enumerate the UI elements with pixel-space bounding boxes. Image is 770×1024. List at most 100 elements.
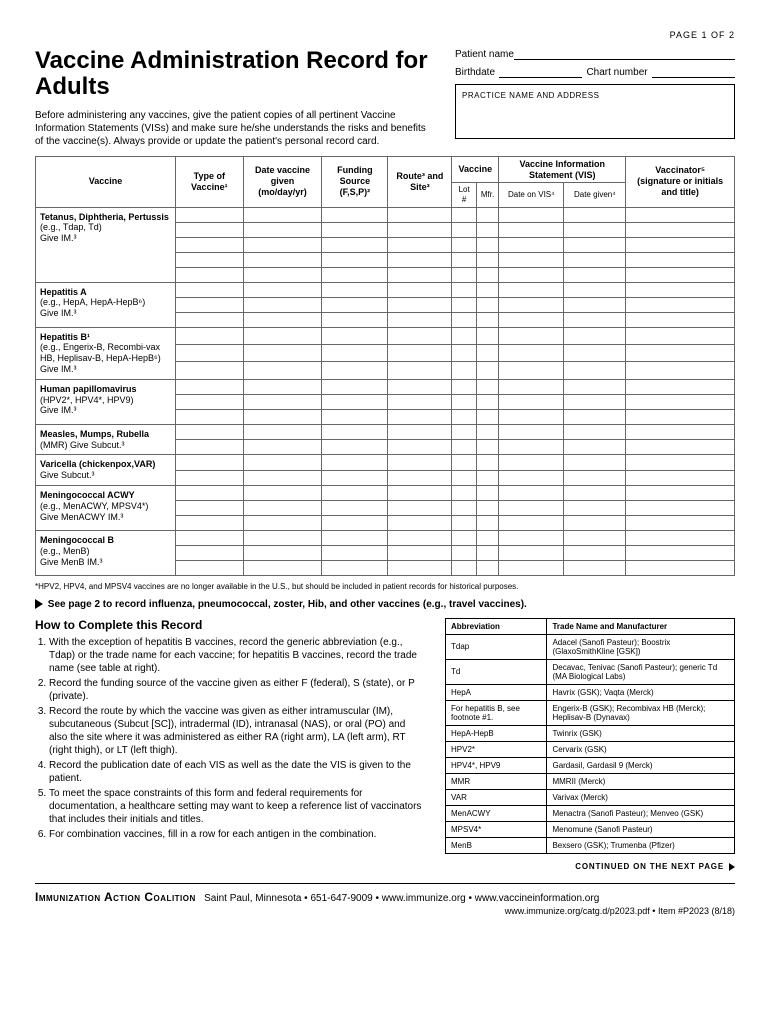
table-cell[interactable] bbox=[243, 545, 322, 560]
table-cell[interactable] bbox=[452, 515, 477, 530]
table-cell[interactable] bbox=[452, 424, 477, 439]
table-cell[interactable] bbox=[176, 282, 244, 297]
table-cell[interactable] bbox=[176, 515, 244, 530]
table-cell[interactable] bbox=[388, 297, 452, 312]
table-cell[interactable] bbox=[476, 530, 498, 545]
table-cell[interactable] bbox=[626, 455, 735, 470]
table-cell[interactable] bbox=[176, 297, 244, 312]
table-cell[interactable] bbox=[243, 312, 322, 327]
table-cell[interactable] bbox=[626, 530, 735, 545]
table-cell[interactable] bbox=[476, 344, 498, 361]
table-cell[interactable] bbox=[322, 297, 388, 312]
table-cell[interactable] bbox=[476, 545, 498, 560]
table-cell[interactable] bbox=[388, 207, 452, 222]
table-cell[interactable] bbox=[388, 267, 452, 282]
table-cell[interactable] bbox=[176, 312, 244, 327]
table-cell[interactable] bbox=[564, 207, 626, 222]
table-cell[interactable] bbox=[176, 485, 244, 500]
table-cell[interactable] bbox=[243, 362, 322, 379]
table-cell[interactable] bbox=[564, 440, 626, 455]
table-cell[interactable] bbox=[243, 327, 322, 344]
table-cell[interactable] bbox=[388, 455, 452, 470]
table-cell[interactable] bbox=[476, 312, 498, 327]
table-cell[interactable] bbox=[388, 470, 452, 485]
table-cell[interactable] bbox=[452, 440, 477, 455]
table-cell[interactable] bbox=[388, 530, 452, 545]
table-cell[interactable] bbox=[322, 379, 388, 394]
table-cell[interactable] bbox=[452, 252, 477, 267]
table-cell[interactable] bbox=[176, 344, 244, 361]
table-cell[interactable] bbox=[626, 409, 735, 424]
table-cell[interactable] bbox=[476, 560, 498, 575]
table-cell[interactable] bbox=[476, 252, 498, 267]
table-cell[interactable] bbox=[499, 207, 564, 222]
table-cell[interactable] bbox=[564, 424, 626, 439]
table-cell[interactable] bbox=[322, 455, 388, 470]
table-cell[interactable] bbox=[626, 394, 735, 409]
table-cell[interactable] bbox=[322, 485, 388, 500]
table-cell[interactable] bbox=[499, 267, 564, 282]
table-cell[interactable] bbox=[176, 470, 244, 485]
table-cell[interactable] bbox=[388, 312, 452, 327]
table-cell[interactable] bbox=[322, 362, 388, 379]
table-cell[interactable] bbox=[499, 362, 564, 379]
table-cell[interactable] bbox=[243, 455, 322, 470]
table-cell[interactable] bbox=[176, 222, 244, 237]
table-cell[interactable] bbox=[452, 344, 477, 361]
table-cell[interactable] bbox=[564, 222, 626, 237]
table-cell[interactable] bbox=[243, 515, 322, 530]
table-cell[interactable] bbox=[476, 327, 498, 344]
table-cell[interactable] bbox=[243, 267, 322, 282]
table-cell[interactable] bbox=[626, 515, 735, 530]
table-cell[interactable] bbox=[476, 222, 498, 237]
table-cell[interactable] bbox=[176, 252, 244, 267]
table-cell[interactable] bbox=[452, 530, 477, 545]
table-cell[interactable] bbox=[564, 379, 626, 394]
table-cell[interactable] bbox=[176, 362, 244, 379]
table-cell[interactable] bbox=[564, 409, 626, 424]
table-cell[interactable] bbox=[388, 560, 452, 575]
table-cell[interactable] bbox=[564, 530, 626, 545]
table-cell[interactable] bbox=[476, 500, 498, 515]
table-cell[interactable] bbox=[499, 312, 564, 327]
table-cell[interactable] bbox=[176, 440, 244, 455]
table-cell[interactable] bbox=[243, 252, 322, 267]
table-cell[interactable] bbox=[176, 207, 244, 222]
table-cell[interactable] bbox=[243, 344, 322, 361]
table-cell[interactable] bbox=[476, 440, 498, 455]
table-cell[interactable] bbox=[452, 545, 477, 560]
table-cell[interactable] bbox=[499, 485, 564, 500]
table-cell[interactable] bbox=[499, 440, 564, 455]
table-cell[interactable] bbox=[626, 379, 735, 394]
table-cell[interactable] bbox=[499, 530, 564, 545]
table-cell[interactable] bbox=[626, 560, 735, 575]
table-cell[interactable] bbox=[476, 485, 498, 500]
table-cell[interactable] bbox=[452, 485, 477, 500]
table-cell[interactable] bbox=[499, 237, 564, 252]
table-cell[interactable] bbox=[452, 379, 477, 394]
table-cell[interactable] bbox=[176, 267, 244, 282]
table-cell[interactable] bbox=[243, 530, 322, 545]
patient-name-field[interactable]: Patient name bbox=[455, 48, 735, 60]
table-cell[interactable] bbox=[322, 409, 388, 424]
table-cell[interactable] bbox=[452, 312, 477, 327]
table-cell[interactable] bbox=[322, 344, 388, 361]
table-cell[interactable] bbox=[476, 515, 498, 530]
table-cell[interactable] bbox=[476, 424, 498, 439]
table-cell[interactable] bbox=[499, 409, 564, 424]
table-cell[interactable] bbox=[476, 282, 498, 297]
table-cell[interactable] bbox=[388, 440, 452, 455]
table-cell[interactable] bbox=[499, 344, 564, 361]
table-cell[interactable] bbox=[243, 424, 322, 439]
table-cell[interactable] bbox=[564, 237, 626, 252]
table-cell[interactable] bbox=[322, 222, 388, 237]
table-cell[interactable] bbox=[322, 312, 388, 327]
table-cell[interactable] bbox=[476, 362, 498, 379]
table-cell[interactable] bbox=[564, 297, 626, 312]
table-cell[interactable] bbox=[499, 252, 564, 267]
table-cell[interactable] bbox=[499, 500, 564, 515]
table-cell[interactable] bbox=[176, 455, 244, 470]
table-cell[interactable] bbox=[176, 394, 244, 409]
table-cell[interactable] bbox=[499, 470, 564, 485]
table-cell[interactable] bbox=[476, 470, 498, 485]
